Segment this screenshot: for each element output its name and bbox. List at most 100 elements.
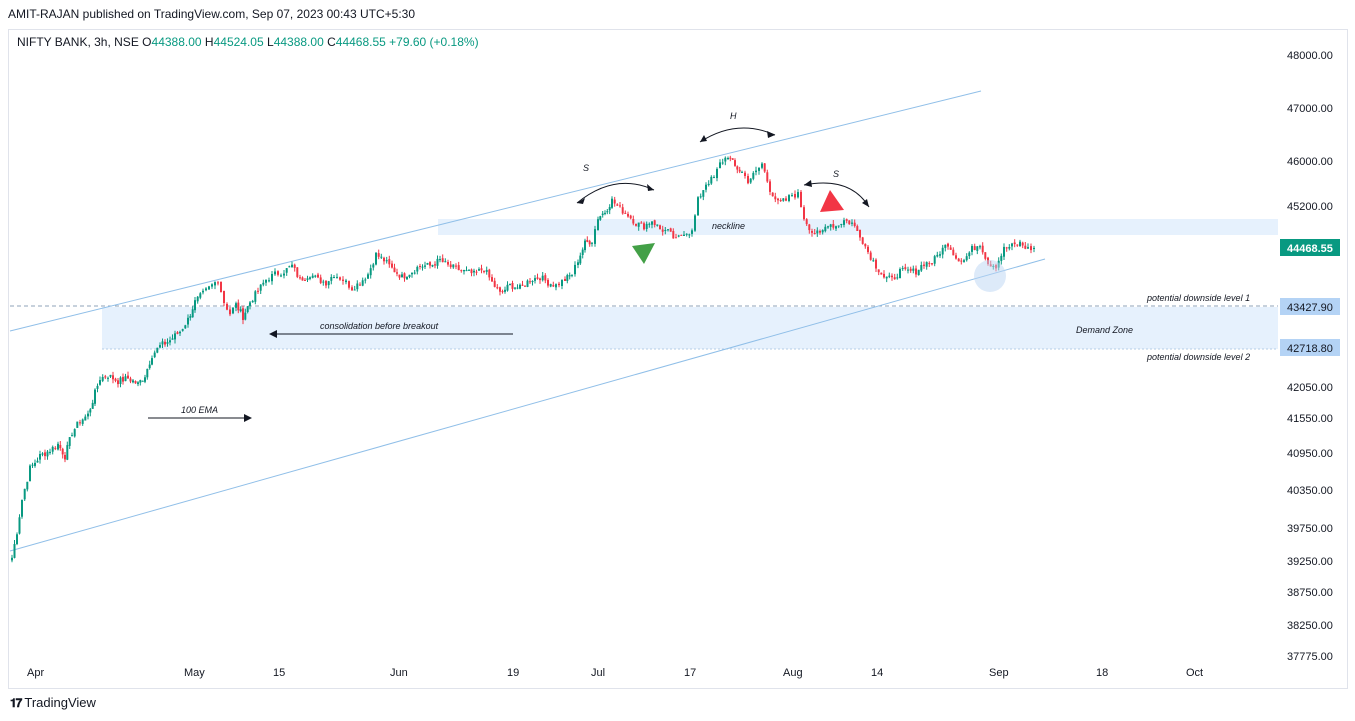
candle-body [419,266,421,267]
candle-body [599,216,602,220]
candle-body [645,223,648,229]
candle-body [232,307,234,314]
candle-body [949,247,952,250]
candle-body [59,445,62,449]
candle-body [509,283,511,285]
candle-body [372,264,375,268]
trendline-touch-marker [974,260,1006,292]
candle-body [1011,243,1013,247]
candle-body [444,261,447,263]
candle-body [840,224,843,225]
candle-body [274,271,276,275]
candle-body [824,226,827,232]
candle-body [904,267,907,269]
candle-body [694,215,696,231]
candle-body [109,374,112,377]
candle-body [112,375,114,380]
candle-body [44,452,46,457]
candle-body [388,259,391,265]
buy-signal-arrow [632,243,655,264]
candle-body [981,245,984,253]
candle-body [159,345,161,348]
candle-body [325,280,327,286]
candle-body [493,280,496,287]
candle-body [738,169,741,172]
candle-body [568,275,571,277]
candle-body [667,229,669,231]
candle-body [880,272,883,275]
candle-body [460,270,463,272]
candle-body [485,270,488,272]
candle-body [36,460,39,463]
level1-label: potential downside level 1 [1146,293,1250,303]
candle-body [901,268,904,269]
candle-body [691,230,693,234]
candle-body [837,225,840,227]
candle-body [766,172,769,182]
candle-body [257,290,259,292]
candle-body [816,230,819,234]
candle-body [23,488,26,500]
candle-body [383,257,385,262]
candle-body [214,282,216,286]
candle-body [555,284,557,288]
candle-body [434,264,436,266]
candle-body [127,375,129,379]
candle-body [632,219,635,224]
candle-body [1003,246,1005,257]
candle-body [779,200,782,201]
candle-body [353,289,356,291]
candle-body [280,275,282,277]
tradingview-logo-icon[interactable]: 𝟏𝟕 [10,696,22,710]
lower-trendline[interactable] [9,258,1046,552]
candle-body [199,293,202,298]
x-tick-label: Sep [989,667,1009,679]
candle-body [699,196,702,198]
candle-body [883,273,885,278]
demand-zone-label: Demand Zone [1076,325,1133,335]
footer: 𝟏𝟕 TradingView [10,695,96,711]
candle-body [899,269,901,279]
candle-body [710,176,713,184]
candle-body [697,197,699,216]
upper-trendline[interactable] [9,90,982,332]
footer-brand[interactable]: TradingView [24,695,96,710]
candle-body [853,222,856,226]
candle-body [947,243,949,247]
candle-body [196,296,199,302]
candle-body [271,274,273,282]
candle-body [57,443,59,450]
symbol-name[interactable]: NIFTY BANK, 3h, NSE [17,35,139,49]
candle-body [229,309,231,315]
candle-body [805,219,808,225]
candle-body [944,244,947,248]
candle-body [11,557,13,561]
candle-body [574,264,576,275]
candle-body [496,287,499,289]
candle-body [333,277,335,278]
ema-arrowhead [244,414,252,422]
candle-body [220,282,222,292]
candle-body [223,291,225,303]
y-tick-label: 41550.00 [1287,413,1333,425]
candle-body [499,287,501,292]
candle-body [124,376,127,382]
candle-body [153,352,156,358]
candle-body [259,284,262,291]
candle-body [917,269,920,275]
candle-body [584,240,586,251]
candle-body [635,223,637,226]
candle-body [561,279,563,286]
x-tick-label: May [184,667,205,679]
price-axis[interactable]: 48000.00 47000.00 46000.00 45200.00 4205… [1280,50,1340,663]
candle-body [976,246,979,251]
candle-body [541,275,544,281]
head-label: H [730,111,737,121]
candle-body [719,162,721,169]
time-axis[interactable]: Apr May 15 Jun 19 Jul 17 Aug 14 Sep 18 O… [27,667,1203,679]
candle-body [524,285,526,287]
chart-frame[interactable] [8,29,1348,689]
x-tick-label: 17 [684,667,696,679]
candle-body [401,274,403,278]
